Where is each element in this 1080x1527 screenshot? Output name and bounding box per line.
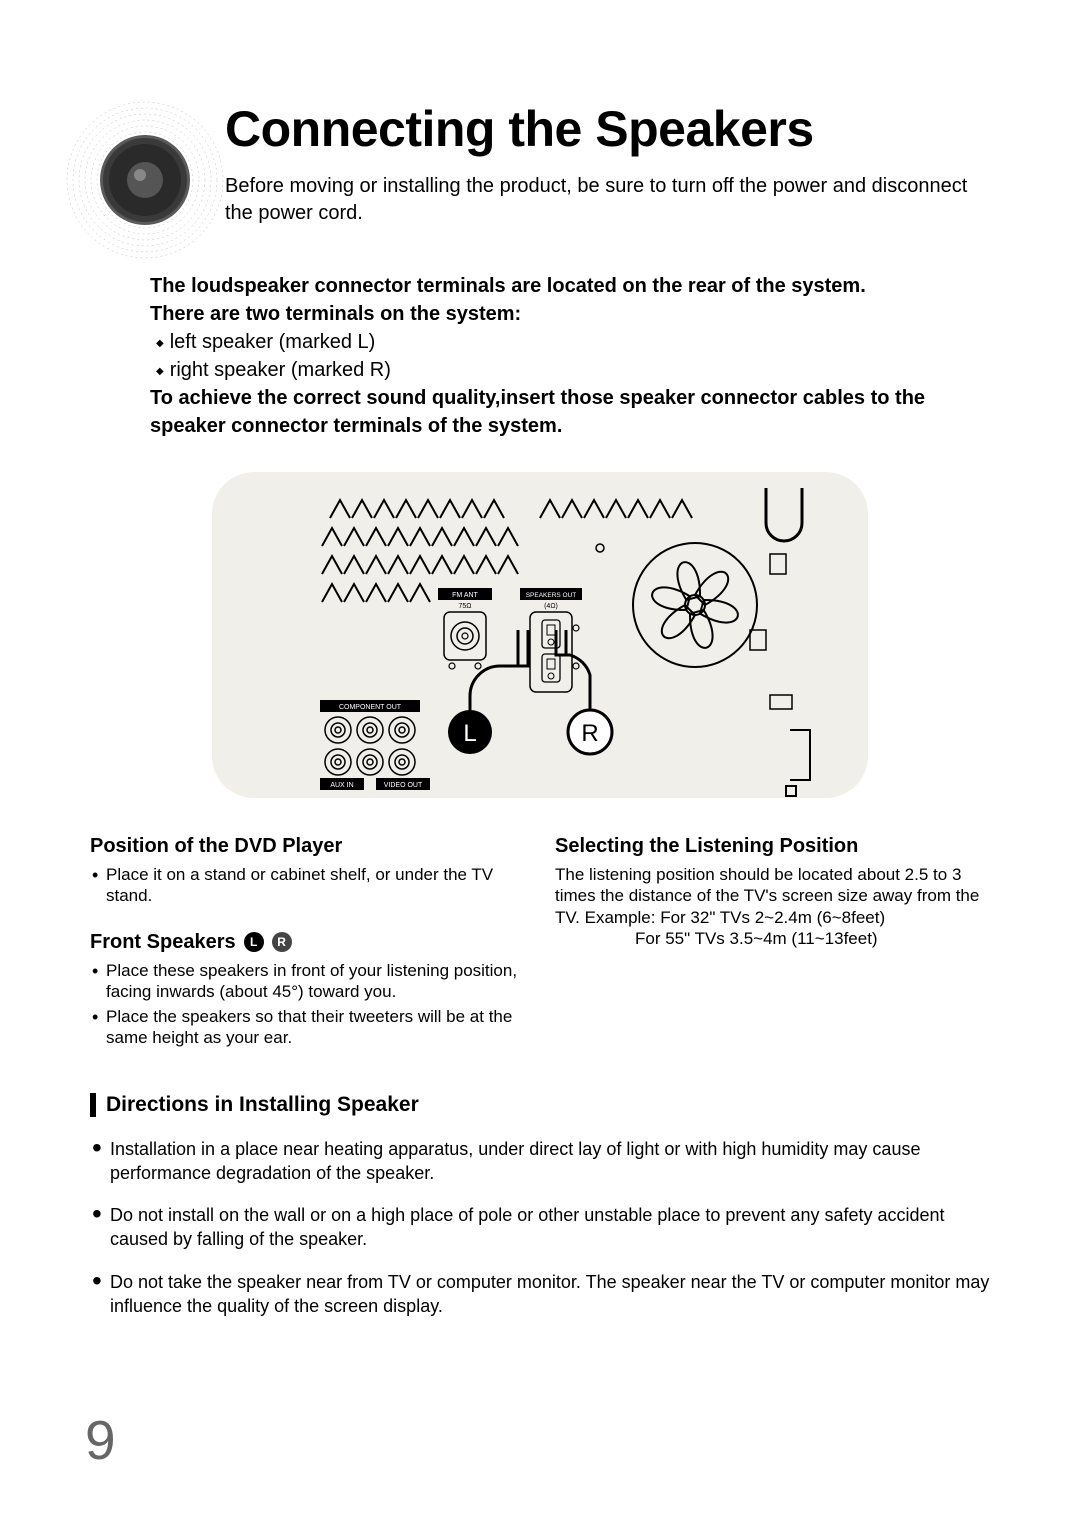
heading-bar-icon bbox=[90, 1093, 96, 1117]
directions-heading: Directions in Installing Speaker bbox=[106, 1093, 419, 1117]
front-speakers-body: Place these speakers in front of your li… bbox=[90, 960, 525, 1049]
svg-text:FM ANT: FM ANT bbox=[452, 592, 478, 599]
rear-panel-diagram: FM ANT 75Ω SPEAKERS OUT (4Ω) bbox=[210, 470, 870, 805]
page-title: Connecting the Speakers bbox=[225, 100, 990, 158]
position-body: Place it on a stand or cabinet shelf, or… bbox=[90, 864, 525, 907]
page-number: 9 bbox=[85, 1408, 116, 1472]
intro-line-1: The loudspeaker connector terminals are … bbox=[150, 272, 990, 300]
intro-bullet-1: left speaker (marked L) bbox=[150, 328, 990, 356]
badge-R: R bbox=[272, 932, 292, 952]
intro-block: The loudspeaker connector terminals are … bbox=[150, 272, 990, 440]
svg-text:COMPONENT OUT: COMPONENT OUT bbox=[339, 704, 402, 711]
front-speakers-b2: Place the speakers so that their tweeter… bbox=[106, 1006, 525, 1049]
directions-heading-wrap: Directions in Installing Speaker bbox=[90, 1093, 990, 1117]
directions-list: Installation in a place near heating app… bbox=[90, 1137, 990, 1319]
col-right: Selecting the Listening Position The lis… bbox=[555, 835, 990, 1053]
front-speakers-heading-row: Front Speakers L R bbox=[90, 931, 525, 954]
front-speakers-heading: Front Speakers bbox=[90, 931, 236, 954]
svg-text:75Ω: 75Ω bbox=[458, 603, 471, 610]
svg-text:(4Ω): (4Ω) bbox=[544, 603, 558, 610]
directions-item: Do not install on the wall or on a high … bbox=[90, 1203, 990, 1252]
intro-line-2: There are two terminals on the system: bbox=[150, 300, 990, 328]
listening-body: The listening position should be located… bbox=[555, 864, 990, 949]
title-block: Connecting the Speakers Before moving or… bbox=[225, 100, 990, 227]
col-left: Position of the DVD Player Place it on a… bbox=[90, 835, 525, 1053]
position-heading: Position of the DVD Player bbox=[90, 835, 525, 858]
page-header: Connecting the Speakers Before moving or… bbox=[90, 100, 990, 227]
directions-item: Do not take the speaker near from TV or … bbox=[90, 1270, 990, 1319]
svg-text:AUX IN: AUX IN bbox=[330, 782, 353, 789]
svg-text:VIDEO OUT: VIDEO OUT bbox=[384, 782, 423, 789]
svg-text:L: L bbox=[463, 720, 476, 747]
page-subtitle: Before moving or installing the product,… bbox=[225, 173, 990, 227]
intro-line-3: To achieve the correct sound quality,ins… bbox=[150, 384, 990, 440]
speaker-cone-graphic bbox=[65, 100, 225, 260]
listening-heading: Selecting the Listening Position bbox=[555, 835, 990, 858]
badge-L: L bbox=[244, 932, 264, 952]
svg-text:SPEAKERS OUT: SPEAKERS OUT bbox=[526, 592, 577, 599]
directions-item: Installation in a place near heating app… bbox=[90, 1137, 990, 1186]
front-speakers-b1: Place these speakers in front of your li… bbox=[106, 960, 525, 1003]
svg-text:R: R bbox=[581, 720, 598, 747]
intro-bullet-2: right speaker (marked R) bbox=[150, 356, 990, 384]
info-columns: Position of the DVD Player Place it on a… bbox=[90, 835, 990, 1053]
